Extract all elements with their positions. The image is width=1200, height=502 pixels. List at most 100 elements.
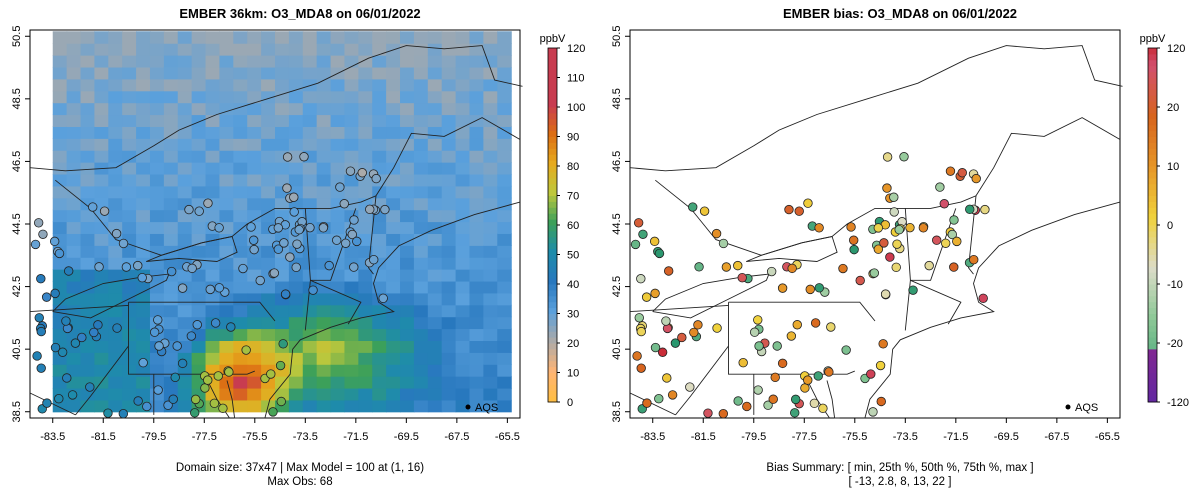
model-legend-label: AQS	[475, 402, 498, 414]
model-grid-cell	[413, 90, 429, 104]
model-grid-cell	[441, 376, 457, 389]
aqs-station-marker	[289, 207, 299, 217]
model-grid-cell	[191, 114, 207, 127]
model-grid-cell	[441, 90, 457, 104]
model-grid-cell	[344, 173, 359, 187]
y-tick-label: 38.5	[11, 401, 23, 422]
colorbar-segment	[548, 59, 557, 67]
colorbar-segment	[548, 360, 557, 368]
model-y-axis: 38.5 40.5 42.5 44.5 46.5 48.5 50.5	[11, 26, 30, 422]
aqs-station-marker	[889, 192, 899, 202]
model-grid-cell	[302, 352, 318, 365]
model-grid-cell	[66, 150, 82, 163]
model-grid-cell	[316, 138, 332, 151]
model-grid-cell	[455, 102, 471, 116]
model-grid-cell	[108, 269, 123, 282]
bias-stations	[630, 152, 990, 419]
colorbar-segment	[548, 260, 557, 267]
model-grid-cell	[177, 399, 193, 413]
model-grid-cell	[302, 55, 318, 68]
model-grid-cell	[136, 138, 151, 151]
model-grid-cell	[191, 173, 207, 187]
model-grid-cell	[66, 280, 82, 294]
x-tick-label: -65.5	[495, 431, 520, 443]
model-grid-cell	[372, 364, 387, 377]
model-grid-cell	[483, 173, 498, 187]
model-grid-cell	[358, 221, 373, 234]
colorbar-segment	[1148, 219, 1157, 226]
model-grid-cell	[80, 316, 96, 330]
aqs-station-marker	[649, 236, 660, 247]
y-tick-label: 46.5	[611, 151, 623, 172]
aqs-station-marker	[763, 400, 773, 410]
model-grid-cell	[80, 162, 96, 175]
colorbar-segment	[1148, 89, 1157, 96]
model-grid-cell	[302, 78, 318, 92]
model-grid-cell	[497, 269, 512, 282]
model-grid-cell	[400, 197, 415, 211]
model-grid-cell	[247, 376, 262, 389]
model-grid-cell	[80, 221, 96, 234]
colorbar-segment	[1148, 142, 1157, 149]
aqs-station-marker	[814, 283, 825, 293]
aqs-station-marker	[340, 238, 351, 248]
aqs-station-marker	[787, 263, 797, 274]
model-grid-cell	[122, 304, 137, 318]
model-grid-cell	[455, 209, 471, 223]
model-grid-cell	[316, 269, 332, 282]
model-grid-cell	[483, 269, 498, 282]
aqs-station-marker	[365, 204, 375, 215]
model-grid-cell	[261, 162, 276, 175]
model-grid-cell	[316, 90, 332, 104]
colorbar-segment	[548, 177, 557, 185]
x-tick-label: -77.5	[192, 431, 217, 443]
aqs-station-marker	[70, 338, 81, 348]
colorbar-segment	[1148, 148, 1157, 155]
model-grid-cell	[455, 55, 471, 68]
model-grid-cell	[66, 245, 82, 258]
model-grid-cell	[316, 114, 332, 127]
model-grid-cell	[94, 352, 109, 365]
model-grid-cell	[66, 209, 82, 223]
model-grid-cell	[122, 66, 137, 80]
model-grid-cell	[66, 197, 82, 211]
model-grid-cell	[52, 78, 68, 92]
model-grid-cell	[149, 126, 165, 139]
model-grid-cell	[247, 209, 262, 223]
model-grid-cell	[94, 43, 109, 56]
model-grid-cell	[108, 31, 123, 44]
model-grid-cell	[441, 185, 457, 199]
aqs-station-marker	[803, 375, 813, 385]
model-grid-cell	[386, 197, 401, 211]
model-grid-cell	[441, 209, 457, 223]
aqs-station-marker	[885, 252, 895, 262]
model-grid-cell	[344, 185, 359, 199]
model-grid-cell	[247, 126, 262, 139]
model-grid-cell	[163, 209, 179, 223]
model-grid-cell	[455, 304, 471, 318]
model-grid-cell	[316, 55, 332, 68]
model-grid-cell	[205, 209, 221, 223]
colorbar-segment	[548, 189, 557, 196]
model-grid-cell	[483, 221, 498, 234]
aqs-station-marker	[241, 345, 251, 355]
colorbar-segment	[1148, 348, 1157, 356]
model-grid-cell	[441, 150, 457, 163]
model-grid-cell	[469, 328, 484, 341]
model-grid-cell	[288, 173, 304, 187]
colorbar-segment	[1148, 236, 1157, 244]
aqs-station-marker	[41, 292, 52, 302]
x-tick-label: -83.5	[640, 431, 665, 443]
colorbar-tick-label: 60	[567, 220, 579, 232]
model-grid-cell	[136, 66, 151, 80]
model-grid-cell	[94, 126, 109, 139]
model-grid-cell	[372, 31, 387, 44]
aqs-station-marker	[32, 351, 42, 361]
model-grid-cell	[386, 150, 401, 163]
model-grid-cell	[469, 352, 484, 365]
model-grid-cell	[344, 43, 359, 56]
aqs-station-marker	[289, 192, 299, 202]
model-grid-cell	[122, 185, 137, 199]
model-grid-cell	[455, 173, 471, 187]
x-tick-label: -73.5	[293, 431, 318, 443]
